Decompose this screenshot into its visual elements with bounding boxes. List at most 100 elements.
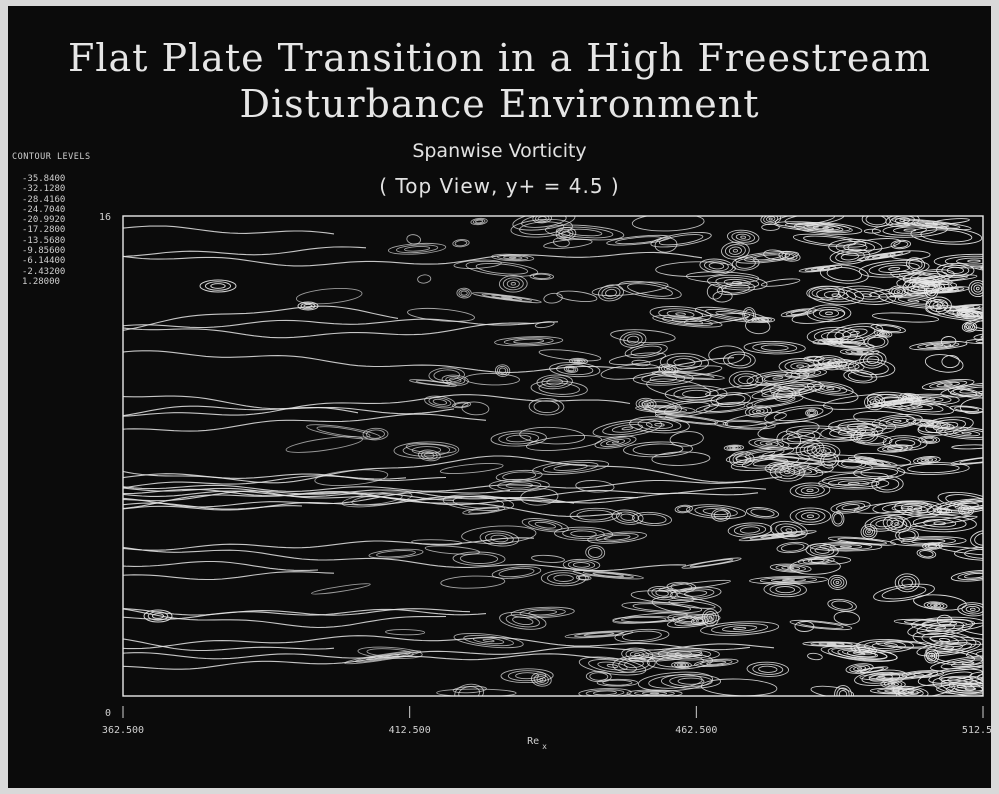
- contour-loop-334: [519, 426, 586, 445]
- contour-loop-151: [556, 364, 594, 376]
- contour-loop-73: [879, 254, 889, 258]
- contour-loop-564: [934, 507, 953, 514]
- contour-loop-899: [626, 335, 640, 344]
- contour-loop-1063: [865, 528, 873, 536]
- contour-loop-655: [761, 223, 780, 231]
- contour-loop-867: [669, 431, 704, 447]
- contour-loop-316: [647, 585, 677, 601]
- contour-loop-447: [611, 440, 620, 444]
- contour-loop-1047: [452, 239, 470, 248]
- contour-loop-265: [631, 359, 651, 367]
- contour-loop-604: [708, 262, 725, 270]
- contour-loop-979: [608, 352, 666, 366]
- contour-loop-794: [740, 235, 747, 239]
- x-axis-label: Re x: [527, 736, 547, 751]
- contour-loop-752: [952, 430, 981, 437]
- contour-loop-921: [654, 413, 729, 426]
- contour-loop-700: [895, 528, 919, 543]
- contour-loop-902: [751, 383, 823, 400]
- contour-loop-942: [388, 242, 447, 255]
- contour-loop-538: [847, 371, 873, 382]
- contour-loop-624: [936, 381, 960, 388]
- contour-loop-805: [921, 542, 943, 550]
- contour-loop-469: [905, 418, 955, 429]
- contour-loop-870: [882, 445, 909, 452]
- contour-loop-733: [510, 218, 573, 238]
- contour-loop-691: [826, 387, 835, 391]
- contour-loop-974: [759, 441, 779, 447]
- contour-loop-1011: [790, 369, 822, 378]
- contour-loop-904: [771, 387, 803, 396]
- contour-loop-464: [933, 604, 938, 607]
- contour-loop-37: [440, 575, 506, 589]
- contour-loop-1125: [811, 287, 840, 299]
- contour-loop-954: [807, 652, 823, 661]
- contour-loop-761: [735, 448, 785, 461]
- contour-loop-985: [802, 641, 861, 647]
- contour-loop-790: [892, 419, 902, 423]
- contour-loop-1097: [941, 354, 960, 369]
- contour-loop-301: [515, 672, 540, 680]
- contour-loop-1084: [536, 374, 573, 390]
- contour-loop-712: [888, 266, 901, 271]
- contour-loop-951: [591, 281, 669, 296]
- contour-loop-639: [837, 420, 887, 434]
- contour-loop-428: [295, 287, 363, 305]
- contour-loop-213: [833, 513, 843, 525]
- contour-loop-369: [964, 548, 983, 560]
- contour-loop-566: [939, 509, 948, 513]
- contour-loop-633: [598, 284, 624, 302]
- contour-loop-501: [666, 581, 697, 593]
- contour-loop-612: [502, 277, 524, 291]
- contour-loop-244: [841, 504, 860, 511]
- contour-loop-1000: [663, 401, 711, 416]
- contour-loop-629: [934, 626, 947, 631]
- contour-streak-5: [123, 638, 335, 652]
- contour-loop-408: [975, 338, 983, 344]
- contour-loop-254: [958, 311, 983, 320]
- contour-loop-972: [748, 438, 790, 450]
- contour-loop-1009: [647, 401, 677, 413]
- contour-level-7: -9.85600: [22, 246, 66, 257]
- contour-loop-96: [631, 216, 705, 232]
- contour-loop-left-1137: [210, 283, 226, 289]
- contour-loop-569: [860, 467, 899, 478]
- figure-frame: Flat Plate Transition in a High Freestre…: [8, 6, 991, 788]
- contour-loop-778: [798, 385, 859, 404]
- contour-loop-1119: [839, 335, 865, 348]
- contour-loop-183: [892, 226, 927, 234]
- contour-loop-977: [732, 453, 752, 466]
- contour-loop-1013: [802, 372, 810, 375]
- contour-level-8: -6.14400: [22, 256, 66, 267]
- contour-loop-124: [508, 256, 517, 259]
- contour-plot: 362.500 412.500 462.500 512.500 0 16 Rex: [99, 212, 991, 751]
- contour-loop-77: [445, 376, 466, 385]
- contour-loop-520: [723, 278, 751, 287]
- contour-loop-1045: [864, 335, 889, 349]
- contour-loop-860: [888, 295, 939, 307]
- contour-loop-1035: [629, 651, 645, 658]
- contour-loop-829: [761, 318, 766, 321]
- contour-loop-456: [882, 515, 912, 533]
- contour-loop-786: [846, 650, 879, 658]
- contour-loop-228: [547, 572, 581, 585]
- contour-level-9: -2.43200: [22, 266, 66, 277]
- contour-loop-1008: [641, 399, 683, 415]
- contour-loop-1107: [856, 667, 863, 670]
- contour-loop-697: [866, 355, 880, 364]
- contour-loop-1059: [934, 644, 964, 653]
- chart-title-line-1: Flat Plate Transition in a High Freestre…: [67, 36, 932, 80]
- contour-loop-946: [752, 663, 784, 675]
- contour-loop-802: [849, 331, 860, 335]
- contour-loop-710: [868, 262, 920, 276]
- contour-legend-title: CONTOUR LEVELS: [12, 152, 91, 162]
- contour-loop-483: [856, 350, 864, 353]
- contour-loop-970: [651, 370, 725, 380]
- contour-loop-673: [503, 337, 554, 346]
- contour-loop-533: [959, 397, 983, 414]
- contour-loop-172: [702, 508, 730, 516]
- contour-loop-63: [819, 543, 873, 551]
- contour-loop-554: [781, 252, 798, 261]
- contour-streak-15: [123, 394, 631, 417]
- contour-loop-912: [635, 397, 657, 411]
